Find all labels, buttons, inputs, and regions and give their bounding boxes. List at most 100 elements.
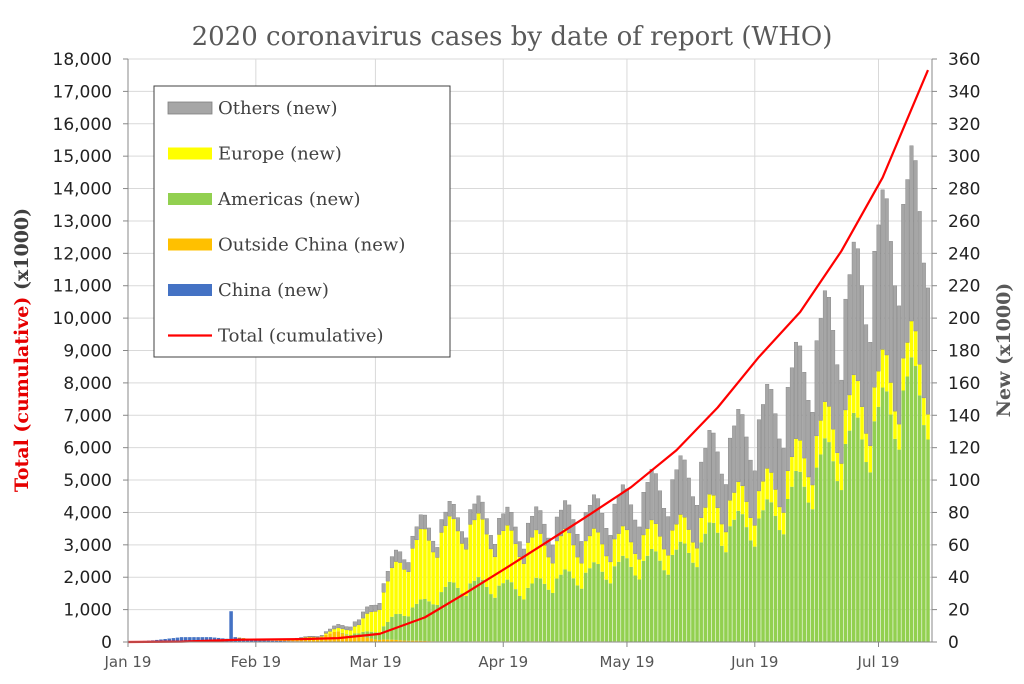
bar-others — [431, 540, 436, 553]
bar-others — [711, 432, 716, 496]
bar-others — [509, 512, 514, 531]
bar-americas — [505, 579, 510, 642]
bar-americas — [419, 599, 423, 641]
bar-others — [794, 341, 798, 439]
bar-others — [365, 606, 370, 614]
bar-europe — [847, 394, 852, 431]
bar-americas — [790, 486, 794, 642]
y-right-tick-label: 220 — [948, 277, 980, 297]
bar-europe — [769, 472, 774, 503]
bar-others — [810, 412, 815, 486]
bar-china — [183, 637, 188, 642]
bar-europe — [678, 514, 683, 542]
bar-others — [526, 522, 530, 543]
chart-title: 2020 coronavirus cases by date of report… — [192, 22, 833, 52]
y-axis-right-label: New (x1000) — [993, 283, 1015, 418]
bar-others — [864, 324, 869, 434]
bar-americas — [513, 589, 518, 642]
bar-others — [361, 611, 366, 619]
bar-europe — [406, 571, 411, 617]
bar-europe — [765, 468, 769, 500]
bar-outside — [427, 641, 431, 642]
bar-europe — [464, 549, 468, 596]
bar-europe — [909, 321, 914, 358]
bar-europe — [476, 513, 481, 578]
bar-europe — [394, 561, 398, 615]
bar-others — [530, 515, 535, 538]
bar-americas — [530, 583, 534, 642]
bar-others — [736, 409, 741, 483]
bar-outside — [291, 639, 295, 642]
bar-china — [175, 637, 180, 642]
bar-americas — [534, 577, 538, 642]
bar-others — [402, 559, 407, 570]
bar-europe — [761, 481, 765, 511]
bar-others — [493, 544, 497, 558]
bar-europe — [427, 540, 431, 602]
y-left-tick-label: 17,000 — [53, 82, 112, 102]
y-left-tick-label: 2,000 — [63, 568, 112, 588]
bar-americas — [641, 560, 646, 642]
bar-americas — [781, 534, 786, 642]
bar-americas — [889, 414, 893, 642]
y-right-tick-label: 80 — [948, 503, 970, 523]
bar-americas — [654, 551, 658, 642]
bar-americas — [538, 578, 543, 642]
bar-others — [546, 537, 551, 558]
bar-europe — [777, 506, 782, 531]
bar-others — [629, 504, 634, 543]
bar-americas — [868, 472, 873, 642]
bar-others — [571, 519, 576, 546]
y-left-tick-label: 18,000 — [53, 50, 112, 70]
bar-others — [909, 145, 914, 322]
bar-europe — [373, 611, 378, 633]
bar-europe — [571, 544, 576, 579]
bar-americas — [546, 589, 551, 642]
bar-americas — [823, 438, 827, 642]
y-right-tick-label: 260 — [948, 212, 980, 232]
bar-americas — [443, 586, 448, 642]
y-left-tick-label: 10,000 — [53, 309, 112, 329]
y-left-tick-label: 4,000 — [63, 503, 112, 523]
bar-others — [653, 473, 658, 524]
bar-series — [130, 145, 930, 643]
bar-americas — [777, 530, 782, 642]
bar-others — [501, 513, 506, 531]
bar-china — [274, 640, 279, 642]
bar-americas — [497, 585, 501, 642]
bar-europe — [530, 537, 534, 584]
bar-europe — [699, 517, 703, 543]
bar-others — [414, 526, 419, 541]
bar-europe — [748, 517, 753, 541]
y-axis-left-label: Total (cumulative) (x1000) — [11, 208, 33, 492]
bar-americas — [810, 509, 815, 642]
bar-outside — [377, 639, 382, 642]
bar-others — [835, 364, 840, 453]
bar-americas — [884, 391, 889, 642]
bar-europe — [773, 489, 778, 516]
bar-americas — [563, 569, 567, 642]
bar-europe — [328, 631, 332, 634]
bar-others — [707, 430, 712, 495]
y-right-tick-label: 40 — [948, 568, 970, 588]
bar-europe — [757, 490, 761, 519]
bar-others — [880, 189, 885, 350]
bar-others — [822, 290, 827, 402]
legend-label-china: China (new) — [218, 280, 329, 301]
bar-americas — [484, 586, 489, 642]
bar-americas — [732, 519, 736, 642]
bar-europe — [662, 549, 666, 571]
bar-others — [344, 626, 349, 631]
bar-europe — [447, 516, 452, 582]
bar-americas — [724, 552, 728, 642]
bar-europe — [353, 626, 357, 634]
bar-others — [323, 631, 328, 634]
bar-europe — [880, 349, 885, 388]
bar-americas — [798, 471, 802, 642]
bar-americas — [447, 581, 452, 642]
bar-europe — [311, 636, 316, 638]
bar-americas — [588, 568, 592, 642]
bar-europe — [542, 545, 547, 584]
bar-others — [715, 451, 720, 509]
bar-outside — [386, 639, 390, 642]
